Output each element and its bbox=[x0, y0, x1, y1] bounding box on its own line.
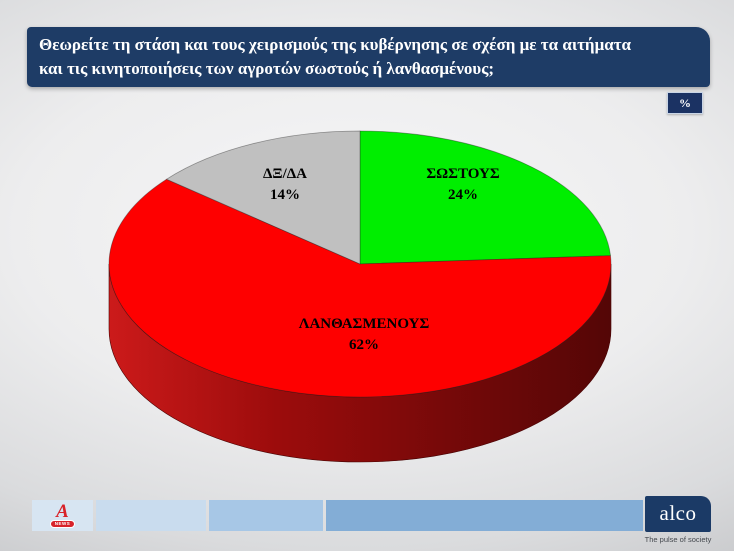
pie-label-lanthasmenous-value: 62% bbox=[348, 337, 379, 353]
alco-tagline: The pulse of society bbox=[644, 535, 712, 544]
alpha-news-label: NEWS bbox=[49, 519, 76, 528]
alpha-news-logo: A NEWS bbox=[32, 500, 93, 531]
pie-label-sostous: ΣΩΣΤΟΥΣ 24% bbox=[426, 164, 499, 206]
question-line-2: και τις κινητοποιήσεις των αγροτών σωστο… bbox=[39, 59, 495, 78]
pie-label-sostous-text: ΣΩΣΤΟΥΣ bbox=[426, 166, 500, 182]
alpha-logo-icon: A bbox=[56, 500, 69, 522]
pie-label-dxda: ΔΞ/ΔΑ 14% bbox=[263, 164, 307, 206]
pie-label-dxda-text: ΔΞ/ΔΑ bbox=[263, 166, 307, 182]
pie-label-lanthasmenous-text: ΛΑΝΘΑΣΜΕΝΟΥΣ bbox=[298, 316, 430, 332]
percent-unit-badge: % bbox=[667, 92, 703, 114]
footer-segment-2 bbox=[96, 500, 206, 531]
pie-label-lanthasmenous: ΛΑΝΘΑΣΜΕΝΟΥΣ 62% bbox=[299, 314, 430, 356]
footer-segment-3 bbox=[209, 500, 323, 531]
alco-logo: alco bbox=[645, 496, 711, 532]
pie-label-dxda-value: 14% bbox=[270, 187, 300, 203]
footer-segment-4 bbox=[326, 500, 643, 531]
pie-label-sostous-value: 24% bbox=[448, 187, 478, 203]
pie-slice-1 bbox=[108, 178, 612, 398]
question-banner: Θεωρείτε τη στάση και τους χειρισμούς τη… bbox=[27, 27, 710, 87]
pie-side-wall bbox=[108, 263, 612, 463]
question-line-1: Θεωρείτε τη στάση και τους χειρισμούς τη… bbox=[39, 35, 632, 54]
